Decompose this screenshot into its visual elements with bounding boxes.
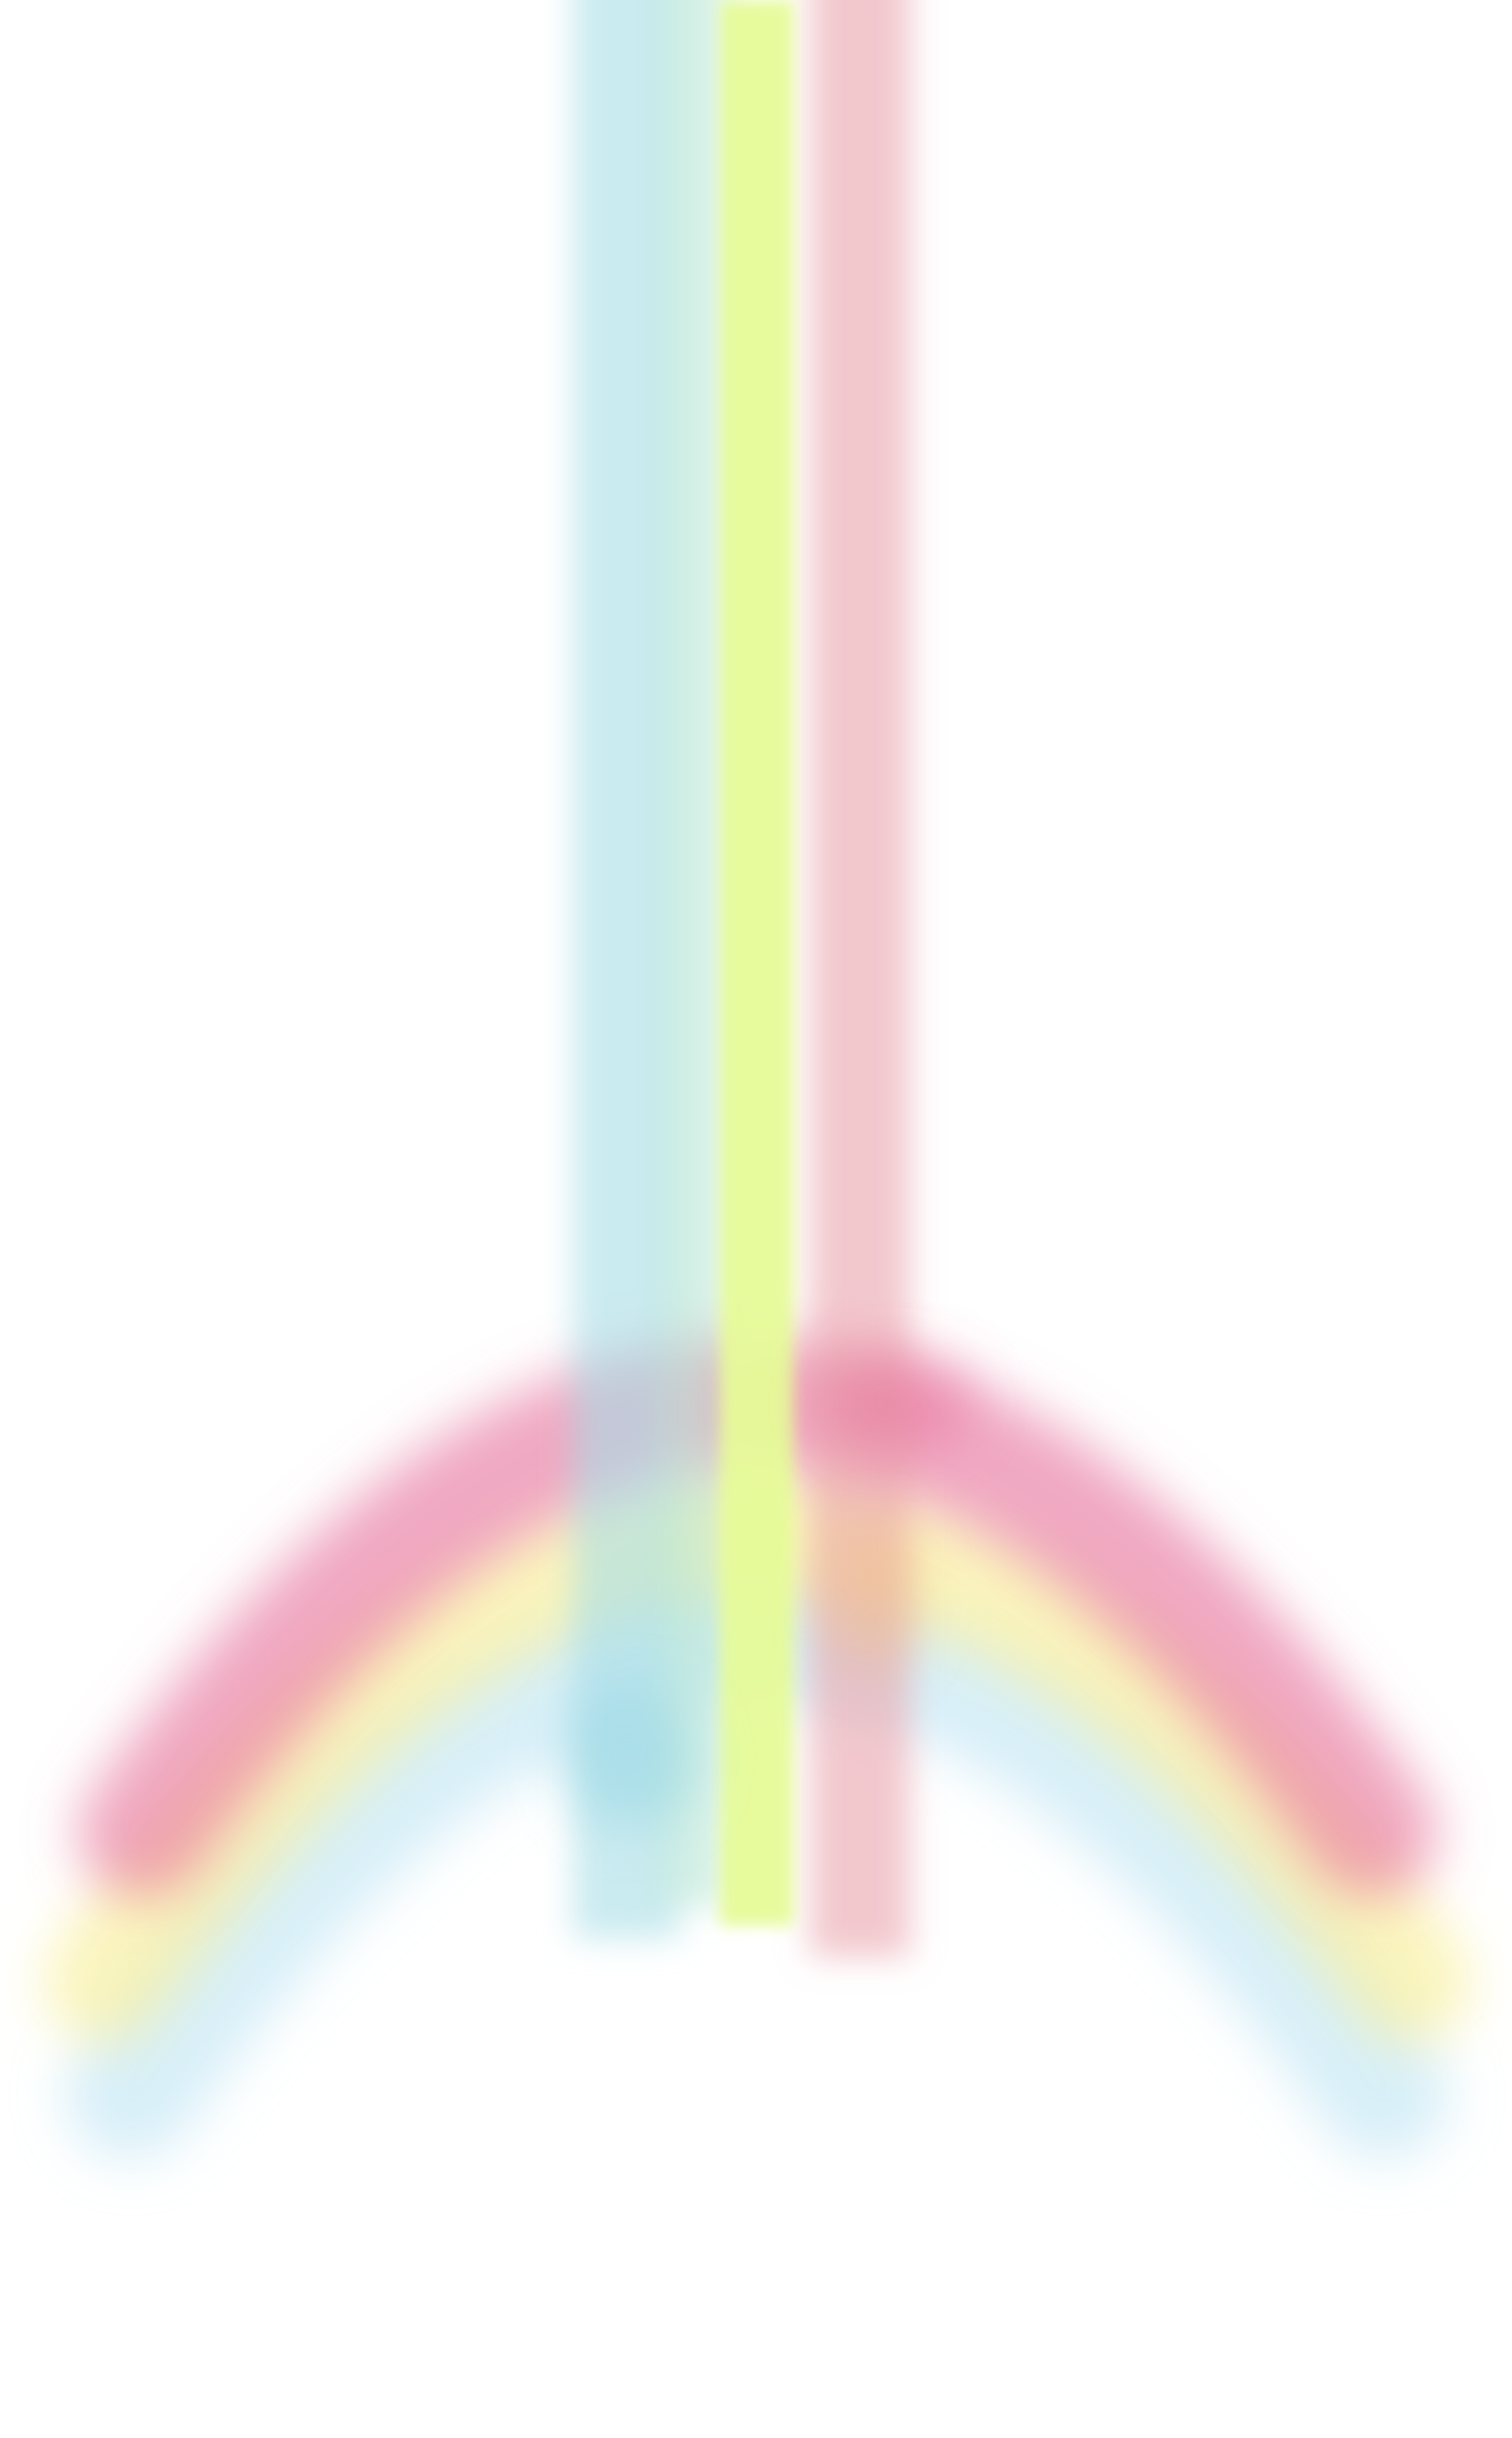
glow-cyan [561, 1689, 698, 1826]
glow-pink [823, 1352, 972, 1452]
beam-mint [661, 0, 729, 1907]
light-beams [573, 0, 910, 1957]
glow-amber [823, 1521, 922, 1670]
intersection-glows [561, 1352, 972, 1826]
beam-lime [720, 0, 793, 1926]
